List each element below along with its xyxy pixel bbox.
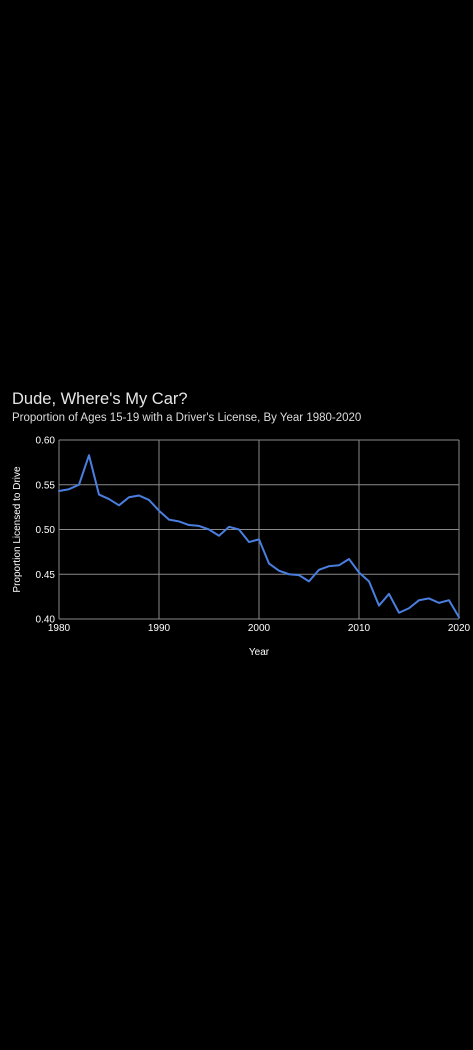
- line-chart: 0.40 0.45 0.50 0.55 0.60 1980 1990 2000 2010 202…: [12, 436, 471, 659]
- x-axis-ticks: 1980 1990 2000 2010 2020: [48, 623, 471, 634]
- y-axis-label: Proportion Licensed to Drive: [12, 466, 23, 593]
- chart-container: Dude, Where's My Car? Proportion of Ages…: [0, 388, 473, 668]
- chart-subtitle: Proportion of Ages 15-19 with a Driver's…: [12, 412, 362, 424]
- x-tick-label: 1990: [148, 623, 171, 634]
- y-tick-label: 0.55: [36, 480, 56, 491]
- y-tick-label: 0.60: [36, 436, 56, 447]
- x-tick-label: 2010: [348, 623, 371, 634]
- y-tick-label: 0.50: [36, 525, 56, 536]
- grid-lines: [58, 439, 460, 620]
- chart-title: Dude, Where's My Car?: [12, 390, 188, 408]
- x-tick-label: 1980: [48, 623, 71, 634]
- x-axis-label: Year: [249, 647, 270, 658]
- x-tick-label: 2000: [248, 623, 271, 634]
- y-axis-ticks: 0.40 0.45 0.50 0.55 0.60: [36, 436, 56, 626]
- y-tick-label: 0.40: [36, 615, 56, 626]
- x-tick-label: 2020: [448, 623, 471, 634]
- series-line: [58, 454, 460, 619]
- y-tick-label: 0.45: [36, 570, 56, 581]
